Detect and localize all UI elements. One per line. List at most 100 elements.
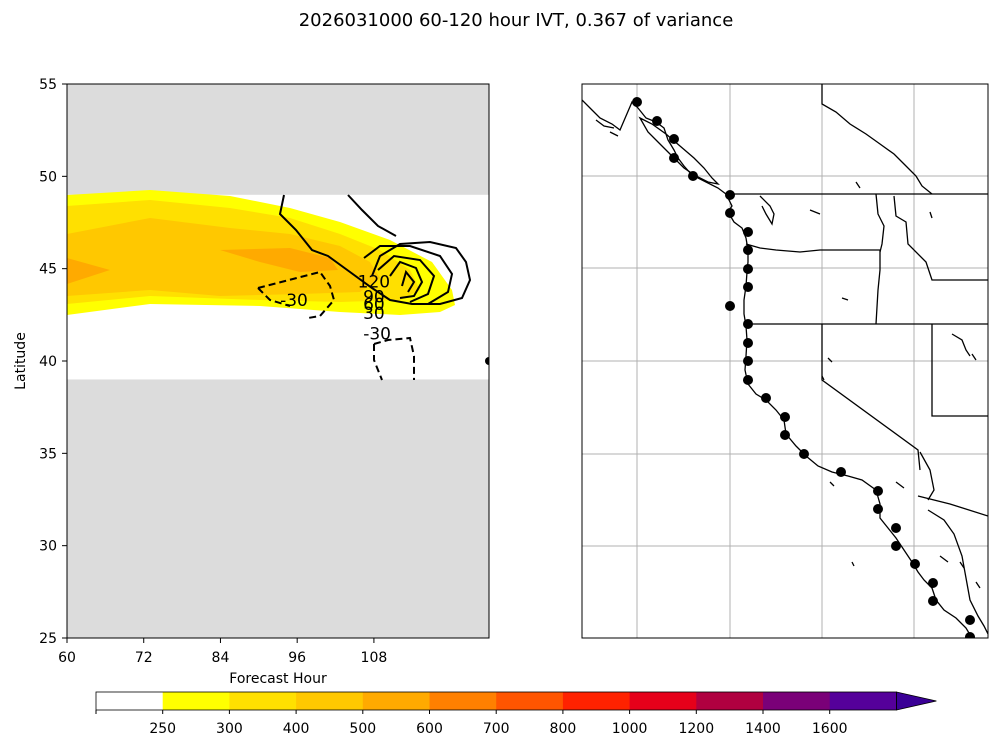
ar-landfall-marker <box>780 412 790 422</box>
contour-label: 30 <box>363 304 385 324</box>
x-tick-label: 72 <box>135 650 153 666</box>
ca-nv-border <box>821 324 921 471</box>
ar-landfall-marker <box>725 301 735 311</box>
contour-line-dashed-1 <box>373 336 415 381</box>
ar-landfall-marker <box>780 430 790 440</box>
idaho-border <box>875 193 988 281</box>
map-panel <box>581 83 989 639</box>
ar-landfall-marker <box>632 97 642 107</box>
colorbar-extend-arrow <box>896 691 937 711</box>
puget-sound <box>759 195 775 226</box>
contour-line-solid-2 <box>363 245 454 305</box>
gulf-of-california <box>919 451 988 635</box>
ar-landfall-marker <box>799 449 809 459</box>
lake <box>809 181 981 589</box>
map-frame <box>581 83 989 639</box>
x-tick-label: 96 <box>288 650 306 666</box>
map-markers <box>632 97 975 638</box>
colorbar: 250 300 400 500 600 700 800 1000 1200 1400 1600 <box>95 691 937 737</box>
vancouver-island <box>638 116 720 186</box>
colorbar-segment <box>496 692 564 710</box>
y-tick-label: 40 <box>39 354 57 370</box>
colorbar-segment <box>696 692 764 710</box>
ar-landfall-marker <box>743 245 753 255</box>
colorbar-tick-label: 1600 <box>812 721 848 737</box>
colorbar-segment <box>763 692 831 710</box>
ar-landfall-marker <box>743 356 753 366</box>
ar-landfall-marker <box>669 153 679 163</box>
contour-label: 90 <box>363 287 385 307</box>
filled-contour-500-600 <box>67 248 338 284</box>
ar-landfall-marker <box>891 541 901 551</box>
ar-landfall-marker <box>873 486 883 496</box>
ar-landfall-marker <box>965 615 975 625</box>
x-tick-label: 60 <box>58 650 76 666</box>
contour-label: 120 <box>358 273 390 293</box>
ar-landfall-marker <box>688 171 698 181</box>
y-tick-label: 30 <box>39 539 57 555</box>
ar-landfall-marker <box>743 227 753 237</box>
contour-line-solid-5 <box>401 269 416 293</box>
nv-ut-border <box>931 324 988 417</box>
ar-landfall-marker <box>743 282 753 292</box>
colorbar-tick-label: 250 <box>149 721 176 737</box>
colorbar-segment <box>162 692 230 710</box>
y-tick-label: 25 <box>39 631 57 647</box>
ar-landfall-marker <box>836 467 846 477</box>
colorbar-segment <box>562 692 631 710</box>
ar-landfall-marker <box>873 504 883 514</box>
colorbar-tick-label: 1200 <box>678 721 714 737</box>
colorbar-segment <box>829 692 897 710</box>
colorbar-segment <box>296 692 364 710</box>
ar-landfall-marker <box>743 338 753 348</box>
ar-landfall-marker <box>743 375 753 385</box>
colorbar-tick-label: 500 <box>349 721 376 737</box>
contour-line-dashed-0 <box>257 270 336 319</box>
contour-line-solid-1 <box>347 194 397 237</box>
masked-region-bottom <box>67 379 489 638</box>
wa-or-border <box>745 243 881 325</box>
edge-marker <box>485 357 489 365</box>
y-axis-ticks: 25 30 35 40 45 50 55 <box>39 77 67 647</box>
figure-title: 2026031000 60-120 hour IVT, 0.367 of var… <box>299 10 734 31</box>
contour-label: -30 <box>280 291 308 311</box>
ar-landfall-marker <box>743 264 753 274</box>
ar-landfall-marker <box>928 596 938 606</box>
x-tick-label: 84 <box>212 650 230 666</box>
y-tick-label: 45 <box>39 262 57 278</box>
x-tick-label: 108 <box>361 650 388 666</box>
colorbar-segment <box>96 692 164 710</box>
contour-line-solid-3 <box>377 254 436 303</box>
ar-landfall-marker <box>891 523 901 533</box>
ar-landfall-marker <box>910 559 920 569</box>
y-tick-label: 50 <box>39 169 57 185</box>
contour-label: 60 <box>363 295 385 315</box>
map-borders <box>582 84 988 638</box>
y-tick-label: 55 <box>39 77 57 93</box>
x-axis-ticks: 60 72 84 96 108 <box>58 638 387 666</box>
map-gridlines <box>582 84 988 638</box>
y-tick-label: 35 <box>39 446 57 462</box>
contour-label: -30 <box>363 324 391 344</box>
colorbar-segment <box>629 692 697 710</box>
ar-landfall-marker <box>669 134 679 144</box>
colorbar-segment <box>362 692 430 710</box>
colorbar-segment <box>429 692 497 710</box>
colorbar-tick-label: 700 <box>483 721 510 737</box>
province-border <box>821 84 933 195</box>
ar-landfall-marker <box>743 319 753 329</box>
contour-line-solid-0 <box>278 194 472 305</box>
colorbar-tick-label: 800 <box>550 721 577 737</box>
colorbar-tick-label: 600 <box>416 721 443 737</box>
colorbar-tick-label: 1000 <box>612 721 648 737</box>
map-area <box>582 84 988 638</box>
colorbar-tick-label: 1400 <box>745 721 781 737</box>
x-axis-label: Forecast Hour <box>229 671 327 687</box>
colorbar-tick-label: 400 <box>283 721 310 737</box>
ar-landfall-marker <box>652 116 662 126</box>
island-outline <box>595 119 619 137</box>
ar-landfall-marker <box>761 393 771 403</box>
